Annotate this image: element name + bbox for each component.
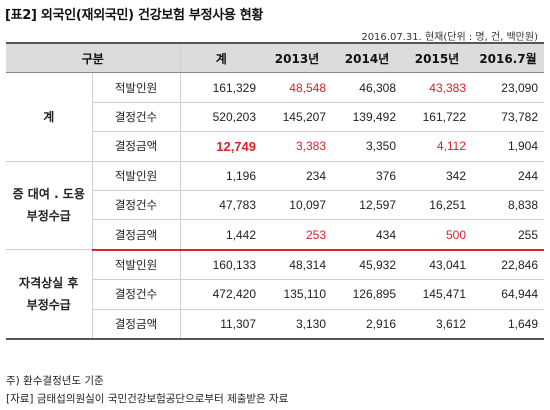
group-label-line: 증 대여 . 도용 xyxy=(12,187,85,202)
table-row: 결정금액 12,749 3,383 3,350 4,112 1,904 xyxy=(6,131,544,162)
row-label: 결정건수 xyxy=(92,102,180,133)
table-cell: 23,090 xyxy=(472,72,544,103)
table-cell: 472,420 xyxy=(179,279,262,310)
row-label: 적발인원 xyxy=(92,249,180,281)
table-cell: 160,133 xyxy=(179,249,262,281)
row-label: 결정건수 xyxy=(92,190,180,221)
data-table: 구분 계 2013년 2014년 2015년 2016.7월 계 적발인원 16… xyxy=(6,42,544,340)
header-col-2016: 2016.7월 xyxy=(472,42,544,74)
row-label: 결정금액 xyxy=(92,131,180,162)
table-cell: 255 xyxy=(472,219,544,251)
table-cell: 2,916 xyxy=(332,309,402,340)
table-cell: 376 xyxy=(332,161,402,191)
table-row: 결정건수 47,783 10,097 12,597 16,251 8,838 xyxy=(6,190,544,221)
table-cell: 253 xyxy=(262,219,332,251)
table-row: 계 적발인원 161,329 48,548 46,308 43,383 23,0… xyxy=(6,72,544,162)
group-label: 계 xyxy=(6,72,93,162)
table-cell: 16,251 xyxy=(402,190,472,221)
table-title: [표2] 외국인(재외국민) 건강보험 부정사용 현황 xyxy=(5,8,264,23)
row-label: 적발인원 xyxy=(92,161,180,191)
footnote-source: [자료] 금태섭의원실이 국민건강보험공단으로부터 제출받은 자료 xyxy=(6,393,289,405)
table-row: 결정건수 472,420 135,110 126,895 145,471 64,… xyxy=(6,279,544,310)
table-cell: 45,932 xyxy=(332,249,402,281)
table-cell: 8,838 xyxy=(472,190,544,221)
table-row: 증 대여 . 도용 부정수급 적발인원 1,196 234 376 342 24… xyxy=(6,161,544,251)
table-cell: 10,097 xyxy=(262,190,332,221)
table-row: 결정금액 11,307 3,130 2,916 3,612 1,649 xyxy=(6,309,544,340)
table-cell: 500 xyxy=(402,219,472,251)
table-cell: 1,649 xyxy=(472,309,544,340)
table-cell: 434 xyxy=(332,219,402,251)
table-cell: 161,722 xyxy=(402,102,472,133)
table-cell: 12,749 xyxy=(179,131,262,162)
row-label: 결정금액 xyxy=(92,219,180,251)
group-label-line: 부정수급 xyxy=(26,298,71,313)
header-col-2015: 2015년 xyxy=(402,42,472,74)
table-cell: 135,110 xyxy=(262,279,332,310)
table-cell: 520,203 xyxy=(179,102,262,133)
header-col-2014: 2014년 xyxy=(332,42,402,74)
group-label: 증 대여 . 도용 부정수급 xyxy=(6,161,93,251)
table-cell: 64,944 xyxy=(472,279,544,310)
table-cell: 22,846 xyxy=(472,249,544,281)
table-cell: 43,041 xyxy=(402,249,472,281)
table-cell: 126,895 xyxy=(332,279,402,310)
table-cell: 1,442 xyxy=(179,219,262,251)
table-cell: 47,783 xyxy=(179,190,262,221)
table-cell: 244 xyxy=(472,161,544,191)
header-category: 구분 xyxy=(6,42,180,74)
table-cell: 3,383 xyxy=(262,131,332,162)
group-label-line: 자격상실 후 xyxy=(19,276,79,291)
table-cell: 11,307 xyxy=(179,309,262,340)
table-cell: 4,112 xyxy=(402,131,472,162)
table-cell: 1,904 xyxy=(472,131,544,162)
row-label: 결정건수 xyxy=(92,279,180,310)
row-label: 결정금액 xyxy=(92,309,180,340)
table-cell: 73,782 xyxy=(472,102,544,133)
table-row: 자격상실 후 부정수급 적발인원 160,133 48,314 45,932 4… xyxy=(6,249,544,340)
group-label: 자격상실 후 부정수급 xyxy=(6,249,93,340)
header-col-2013: 2013년 xyxy=(262,42,332,74)
footnote-basis: 주) 환수결정년도 기준 xyxy=(6,375,104,387)
table-cell: 139,492 xyxy=(332,102,402,133)
table-cell: 48,314 xyxy=(262,249,332,281)
table-cell: 145,207 xyxy=(262,102,332,133)
table-row: 결정건수 520,203 145,207 139,492 161,722 73,… xyxy=(6,102,544,133)
table-cell: 12,597 xyxy=(332,190,402,221)
table-row: 결정금액 1,442 253 434 500 255 xyxy=(6,219,544,251)
table-cell: 3,350 xyxy=(332,131,402,162)
table-cell: 161,329 xyxy=(179,72,262,103)
table-cell: 234 xyxy=(262,161,332,191)
header-row: 구분 계 2013년 2014년 2015년 2016.7월 xyxy=(6,42,544,74)
row-label: 적발인원 xyxy=(92,72,180,103)
group-label-line: 부정수급 xyxy=(26,209,71,224)
table-cell: 3,612 xyxy=(402,309,472,340)
header-col-total: 계 xyxy=(179,42,262,74)
table-cell: 3,130 xyxy=(262,309,332,340)
footnotes: 주) 환수결정년도 기준 [자료] 금태섭의원실이 국민건강보험공단으로부터 제… xyxy=(6,372,288,408)
table-cell: 48,548 xyxy=(262,72,332,103)
table-cell: 1,196 xyxy=(179,161,262,191)
table-cell: 43,383 xyxy=(402,72,472,103)
table-cell: 46,308 xyxy=(332,72,402,103)
unit-note: 2016.07.31. 현재(단위 : 명, 건, 백만원) xyxy=(361,32,538,43)
table-cell: 342 xyxy=(402,161,472,191)
table-cell: 145,471 xyxy=(402,279,472,310)
